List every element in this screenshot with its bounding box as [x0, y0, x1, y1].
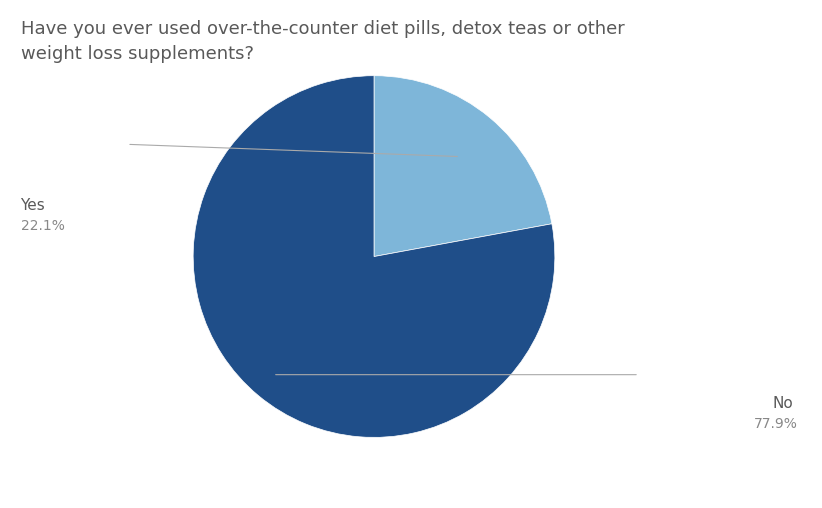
Wedge shape: [374, 76, 552, 257]
Text: 77.9%: 77.9%: [754, 417, 797, 431]
Wedge shape: [193, 76, 555, 437]
Text: No: No: [773, 396, 793, 411]
Text: Have you ever used over-the-counter diet pills, detox teas or other
weight loss : Have you ever used over-the-counter diet…: [21, 20, 624, 63]
Text: 22.1%: 22.1%: [21, 219, 64, 233]
Text: Yes: Yes: [21, 198, 45, 213]
